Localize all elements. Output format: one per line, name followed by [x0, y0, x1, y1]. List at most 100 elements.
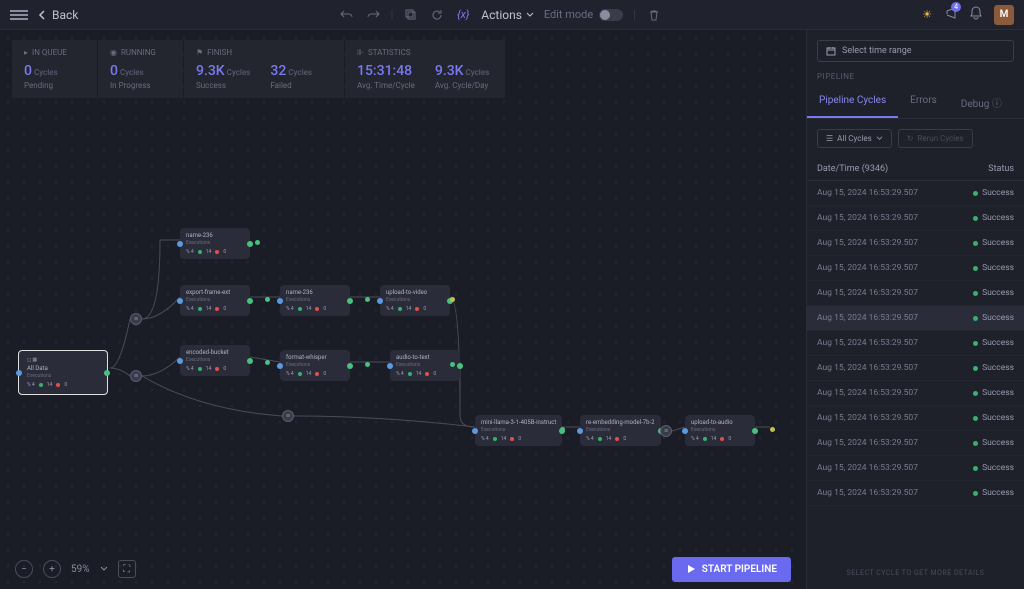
- cycle-row[interactable]: Aug 15, 2024 16:53:29.507Success: [807, 381, 1024, 406]
- cycle-row[interactable]: Aug 15, 2024 16:53:29.507Success: [807, 356, 1024, 381]
- cycle-row[interactable]: Aug 15, 2024 16:53:29.507Success: [807, 181, 1024, 206]
- zoom-in-button[interactable]: +: [43, 560, 61, 578]
- junction-node[interactable]: [130, 313, 142, 325]
- cycle-row[interactable]: Aug 15, 2024 16:53:29.507Success: [807, 481, 1024, 506]
- pipeline-node[interactable]: ◻ ▦All DataExecutions% 4140: [18, 350, 108, 395]
- trash-icon[interactable]: [646, 7, 662, 23]
- node-subtitle: Executions: [396, 362, 454, 368]
- bell-icon[interactable]: [970, 6, 982, 23]
- node-port-in[interactable]: [16, 370, 22, 376]
- start-pipeline-button[interactable]: START PIPELINE: [672, 557, 791, 582]
- pipeline-node[interactable]: upload-to-audioExecutions% 4140: [685, 415, 755, 446]
- pipeline-node[interactable]: format-whisperExecutions% 4140: [280, 350, 350, 381]
- variable-icon[interactable]: {x}: [455, 7, 471, 23]
- stats-bar: ▸IN QUEUE 0Cycles Pending ◉RUNNING 0Cycl…: [0, 30, 806, 108]
- pipeline-node[interactable]: re-embedding-model-7b-2Executions% 4140: [580, 415, 661, 446]
- cycle-row[interactable]: Aug 15, 2024 16:53:29.507Success: [807, 306, 1024, 331]
- junction-node[interactable]: [130, 370, 142, 382]
- filter-cycles-dropdown[interactable]: ☰All Cycles: [817, 129, 892, 148]
- tab-pipeline-cycles[interactable]: Pipeline Cycles: [807, 87, 898, 118]
- node-port-out[interactable]: [752, 428, 758, 434]
- node-port-out[interactable]: [347, 363, 353, 369]
- cycle-datetime: Aug 15, 2024 16:53:29.507: [817, 263, 973, 273]
- edge-port: [265, 297, 270, 302]
- tab-debug[interactable]: Debug ⓘ: [949, 87, 1014, 118]
- time-range-selector[interactable]: Select time range: [817, 40, 1014, 62]
- cycle-row[interactable]: Aug 15, 2024 16:53:29.507Success: [807, 456, 1024, 481]
- pipeline-node[interactable]: name-236Executions% 4140: [180, 228, 250, 259]
- cycle-datetime: Aug 15, 2024 16:53:29.507: [817, 438, 973, 448]
- col-datetime: Date/Time (9346): [817, 164, 988, 174]
- cycle-row[interactable]: Aug 15, 2024 16:53:29.507Success: [807, 406, 1024, 431]
- cycle-row[interactable]: Aug 15, 2024 16:53:29.507Success: [807, 231, 1024, 256]
- pipeline-canvas[interactable]: ▸IN QUEUE 0Cycles Pending ◉RUNNING 0Cycl…: [0, 30, 806, 589]
- node-port-in[interactable]: [177, 358, 183, 364]
- node-stats: % 4140: [481, 436, 556, 442]
- edge-port: [365, 297, 370, 302]
- chevron-down-icon[interactable]: [100, 565, 108, 573]
- node-port-out[interactable]: [247, 298, 253, 304]
- announcements-icon[interactable]: 4: [944, 6, 958, 23]
- fit-view-button[interactable]: ⛶: [118, 560, 136, 578]
- theme-icon[interactable]: ☀: [922, 8, 932, 21]
- node-stats: % 4140: [186, 249, 244, 255]
- node-port-in[interactable]: [277, 363, 283, 369]
- stat-value: 32: [270, 63, 286, 79]
- copy-icon[interactable]: [403, 7, 419, 23]
- node-port-in[interactable]: [472, 428, 478, 434]
- user-avatar[interactable]: M: [994, 5, 1014, 25]
- node-port-in[interactable]: [177, 241, 183, 247]
- cycle-datetime: Aug 15, 2024 16:53:29.507: [817, 363, 973, 373]
- junction-node[interactable]: [282, 410, 294, 422]
- cycle-status: Success: [973, 488, 1014, 498]
- pipeline-node[interactable]: encoded-bucketExecutions% 4140: [180, 345, 250, 376]
- node-port-out[interactable]: [247, 358, 253, 364]
- node-port-in[interactable]: [577, 428, 583, 434]
- redo-icon[interactable]: [365, 7, 381, 23]
- edge-port: [450, 297, 455, 302]
- topbar: Back | {x} Actions Edit mode | ☀ 4 M: [0, 0, 1024, 30]
- node-port-out[interactable]: [247, 241, 253, 247]
- cycle-status: Success: [973, 338, 1014, 348]
- node-stats: % 4140: [186, 306, 244, 312]
- node-subtitle: Executions: [186, 240, 244, 246]
- calendar-icon: [826, 46, 836, 56]
- node-port-in[interactable]: [682, 428, 688, 434]
- node-port-out[interactable]: [104, 370, 110, 376]
- node-subtitle: Executions: [27, 373, 99, 379]
- pipeline-node[interactable]: upload-to-videoExecutions% 4140: [380, 285, 450, 316]
- menu-icon[interactable]: [10, 8, 28, 22]
- toggle-switch[interactable]: [599, 9, 623, 21]
- cycle-row[interactable]: Aug 15, 2024 16:53:29.507Success: [807, 256, 1024, 281]
- actions-dropdown[interactable]: Actions: [481, 8, 534, 22]
- cycle-row[interactable]: Aug 15, 2024 16:53:29.507Success: [807, 281, 1024, 306]
- zoom-out-button[interactable]: −: [15, 560, 33, 578]
- node-port-in[interactable]: [387, 363, 393, 369]
- node-port-out[interactable]: [347, 298, 353, 304]
- pipeline-node[interactable]: name-236Executions% 4140: [280, 285, 350, 316]
- rerun-label: Rerun Cycles: [917, 134, 963, 143]
- tab-errors[interactable]: Errors: [898, 87, 949, 118]
- cycle-row[interactable]: Aug 15, 2024 16:53:29.507Success: [807, 431, 1024, 456]
- node-stats: % 4140: [286, 306, 344, 312]
- pipeline-node[interactable]: mini-llama-3-1-405B-instructExecutions% …: [475, 415, 562, 446]
- cycle-status: Success: [973, 188, 1014, 198]
- node-port-in[interactable]: [377, 298, 383, 304]
- stat-label: RUNNING: [121, 48, 156, 57]
- edge-port: [450, 362, 455, 367]
- cycles-list[interactable]: Aug 15, 2024 16:53:29.507SuccessAug 15, …: [807, 181, 1024, 557]
- cycle-row[interactable]: Aug 15, 2024 16:53:29.507Success: [807, 206, 1024, 231]
- node-port-out[interactable]: [457, 363, 463, 369]
- refresh-icon[interactable]: [429, 7, 445, 23]
- cycles-table-header: Date/Time (9346) Status: [807, 158, 1024, 181]
- cycle-row[interactable]: Aug 15, 2024 16:53:29.507Success: [807, 331, 1024, 356]
- back-button[interactable]: Back: [38, 8, 78, 22]
- cycle-datetime: Aug 15, 2024 16:53:29.507: [817, 288, 973, 298]
- edit-mode-toggle[interactable]: Edit mode: [544, 8, 623, 21]
- pipeline-node[interactable]: export-frame-extExecutions% 4140: [180, 285, 250, 316]
- node-port-in[interactable]: [277, 298, 283, 304]
- junction-node[interactable]: [660, 425, 672, 437]
- node-port-in[interactable]: [177, 298, 183, 304]
- cycle-status: Success: [973, 313, 1014, 323]
- undo-icon[interactable]: [339, 7, 355, 23]
